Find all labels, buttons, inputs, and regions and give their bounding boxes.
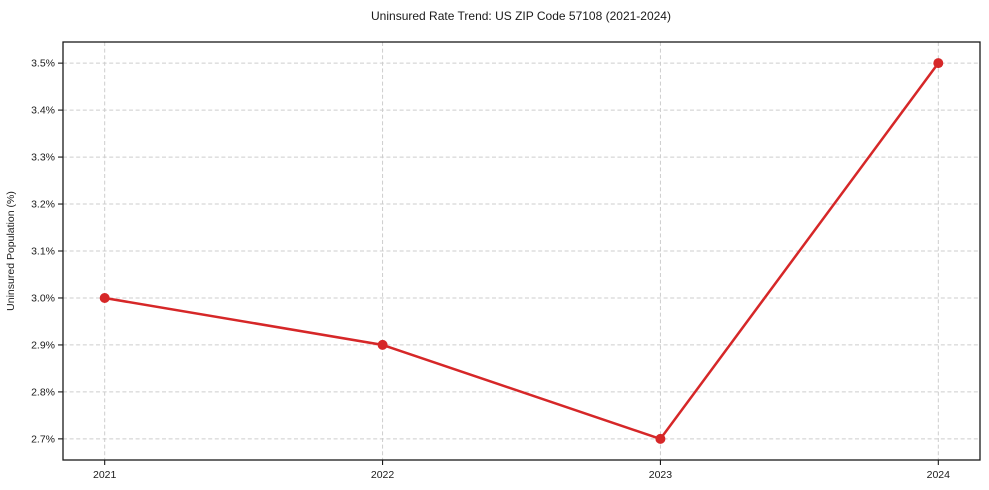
- y-tick-label: 3.0%: [31, 292, 55, 304]
- y-tick-label: 3.5%: [31, 58, 55, 70]
- y-tick-label: 3.3%: [31, 152, 55, 164]
- x-tick-label: 2022: [371, 469, 395, 481]
- x-tick-label: 2021: [93, 469, 117, 481]
- plot-area: 2.7% 2.8% 2.9% 3.0% 3.1% 3.2% 3.3% 3.4% 3.5% 2021…: [31, 41, 981, 481]
- y-tick-label: 3.2%: [31, 199, 55, 211]
- x-tick-label: 2023: [649, 469, 673, 481]
- x-tick-label: 2024: [927, 469, 951, 481]
- y-tick-label: 3.1%: [31, 246, 55, 258]
- y-tick-label: 3.4%: [31, 105, 55, 117]
- data-point-2021: [99, 293, 110, 303]
- data-point-2024: [933, 58, 944, 69]
- y-tick-label: 2.9%: [31, 339, 55, 351]
- data-point-2022: [377, 339, 388, 350]
- trend-line: [103, 61, 940, 441]
- y-axis-label: Uninsured Population (%): [5, 191, 17, 311]
- data-point-2023: [655, 433, 666, 444]
- y-tick-label: 2.8%: [31, 386, 55, 398]
- chart-title: Uninsured Rate Trend: US ZIP Code 57108 …: [371, 9, 671, 23]
- y-tick-label: 2.7%: [31, 433, 55, 445]
